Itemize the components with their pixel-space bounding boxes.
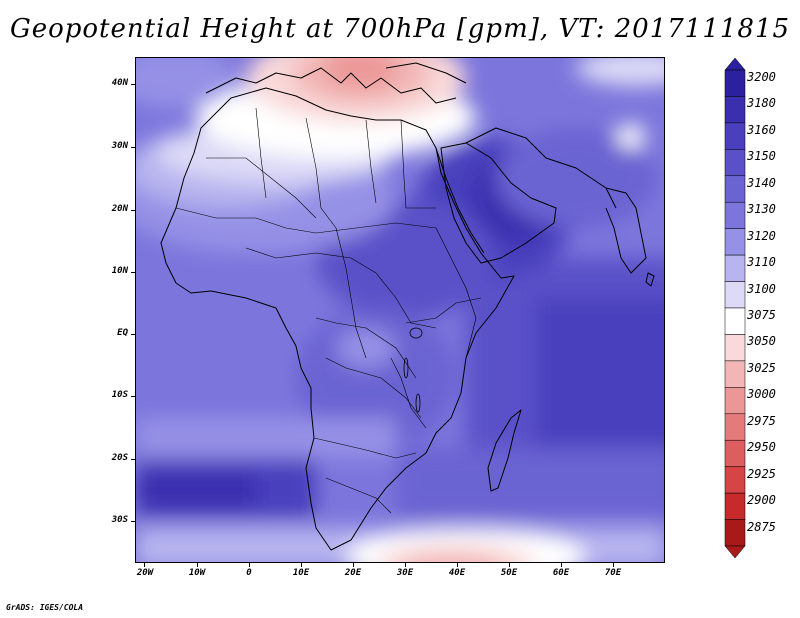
colorbar-label: 2925 (747, 466, 776, 481)
geopotential-field (136, 58, 664, 562)
colorbar-cell (724, 466, 746, 494)
lat-tick (131, 147, 135, 148)
lon-label: 50E (500, 568, 518, 578)
lat-tick (131, 334, 135, 335)
colorbar-cell (724, 254, 746, 282)
lon-tick (613, 563, 614, 567)
colorbar-cell (724, 439, 746, 467)
lat-label: EQ (117, 328, 128, 338)
colorbar-bottom-arrow (724, 545, 746, 558)
colorbar-label: 3000 (747, 387, 776, 402)
lat-label: 30N (111, 141, 128, 151)
colorbar-cell (724, 69, 746, 97)
lon-label: 10W (188, 568, 206, 578)
lon-label: 20W (136, 568, 154, 578)
country-borders (175, 107, 482, 514)
lon-label: 70E (604, 568, 622, 578)
colorbar-label: 2975 (747, 413, 776, 428)
lat-tick (131, 210, 135, 211)
lon-tick (353, 563, 354, 567)
colorbar-cell (724, 413, 746, 441)
lat-tick (131, 272, 135, 273)
lat-label: 20S (111, 453, 128, 463)
colorbar-label: 3075 (747, 308, 776, 322)
lat-tick (131, 396, 135, 397)
lon-tick (457, 563, 458, 567)
colorbar-cell (724, 201, 746, 229)
colorbar-label: 3130 (747, 202, 776, 217)
colorbar-cell (724, 519, 746, 547)
lon-tick (509, 563, 510, 567)
colorbar-label: 3200 (747, 70, 776, 84)
colorbar-cell (724, 175, 746, 203)
lat-label: 20N (111, 204, 128, 214)
colorbar-label: 2875 (747, 519, 776, 534)
colorbar-label: 3120 (747, 228, 776, 243)
lon-label: 60E (552, 568, 570, 578)
colorbar-label: 2900 (747, 493, 776, 508)
colorbar-cell (724, 122, 746, 150)
lat-label: 30S (111, 515, 128, 525)
lon-tick (405, 563, 406, 567)
lon-label: 20E (344, 568, 362, 578)
colorbar-label: 3050 (747, 334, 776, 349)
colorbar-label: 3025 (747, 360, 776, 375)
lon-tick (197, 563, 198, 567)
lon-label: 30E (396, 568, 414, 578)
colorbar-cell (724, 307, 746, 335)
lon-tick (301, 563, 302, 567)
map-title: Geopotential Height at 700hPa [gpm], VT:… (9, 14, 791, 44)
colorbar-label: 2950 (747, 440, 776, 455)
lon-label: 0 (246, 568, 252, 578)
lakes (403, 327, 423, 413)
colorbar-cell (724, 387, 746, 415)
lon-tick (144, 563, 145, 567)
lon-label: 40E (448, 568, 466, 578)
colorbar-cells (724, 58, 746, 558)
colorbar-label: 3160 (747, 122, 776, 137)
lon-label: 10E (292, 568, 310, 578)
colorbar-top-arrow (724, 58, 746, 71)
map-plot-area (135, 57, 665, 563)
field-shading (136, 58, 664, 562)
lat-tick (131, 459, 135, 460)
colorbar-cell (724, 492, 746, 520)
lon-tick (561, 563, 562, 567)
colorbar-label: 3110 (747, 255, 776, 270)
lat-label: 10S (111, 390, 128, 400)
lat-tick (131, 521, 135, 522)
colorbar-cell (724, 281, 746, 309)
colorbar-label: 3150 (747, 149, 776, 164)
colorbar-label: 3180 (747, 96, 776, 111)
colorbar-label: 3100 (747, 281, 776, 296)
colorbar (724, 58, 746, 558)
lat-label: 10N (111, 266, 128, 276)
lat-tick (131, 84, 135, 85)
lon-tick (249, 563, 250, 567)
colorbar-cell (724, 96, 746, 124)
lat-label: 40N (111, 78, 128, 88)
coastlines (160, 62, 655, 551)
colorbar-cell (724, 228, 746, 256)
colorbar-cell (724, 360, 746, 388)
colorbar-cell (724, 334, 746, 362)
credit-text: GrADS: IGES/COLA (6, 603, 84, 612)
colorbar-label: 3140 (747, 175, 776, 190)
colorbar-cell (724, 149, 746, 177)
